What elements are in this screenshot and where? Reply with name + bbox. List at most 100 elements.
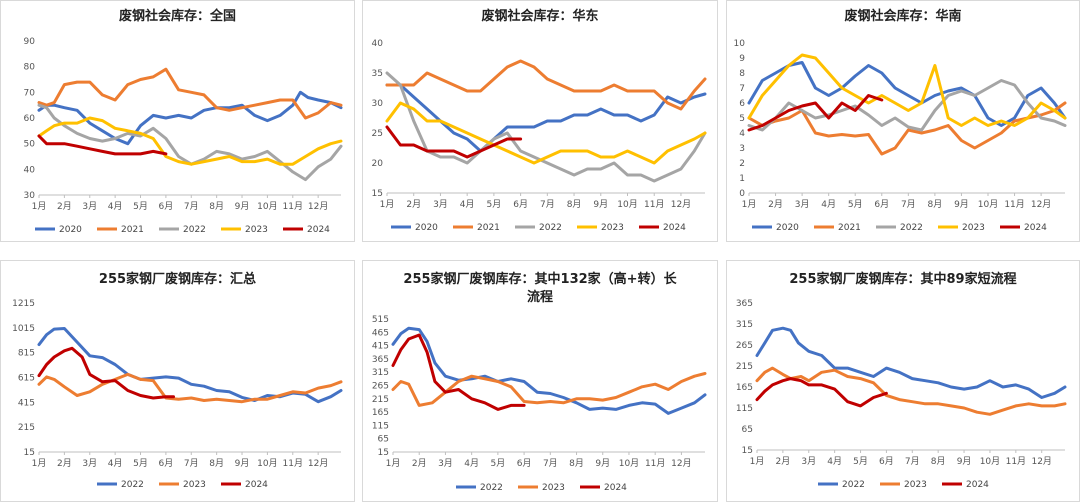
y-tick-label: 515: [372, 315, 389, 325]
y-tick-label: 90: [24, 37, 36, 47]
x-tick-label: 6月: [159, 458, 174, 469]
series-line-2024: [385, 125, 523, 159]
legend-label-2021: 2021: [838, 223, 861, 233]
y-tick-label: 30: [24, 191, 36, 201]
y-tick-label: 8: [739, 69, 745, 79]
x-tick-label: 12月: [671, 458, 691, 469]
series-line-2021: [385, 59, 707, 111]
x-tick-label: 4月: [464, 458, 479, 469]
chart-panel-steel-mills-total: 255家钢厂废钢库存：汇总 15 215 415 615 815 1015 1215 1月 2月…: [0, 260, 355, 502]
x-tick-label: 10月: [980, 456, 1000, 467]
chart-panel-south-china: 废钢社会库存：华南 0 1 2 3 4 5 6 7 8 9 10 1月 2月 3月 4月 5月 6月 7月 8月 9月…: [726, 0, 1080, 242]
series-line-2023: [391, 372, 707, 407]
y-tick-label: 60: [24, 114, 36, 124]
y-tick-label: 415: [372, 342, 389, 352]
x-tick-label: 3月: [433, 199, 448, 210]
y-tick-label: 4: [739, 129, 745, 139]
y-tick-label: 2: [739, 159, 745, 169]
legend-label-2023: 2023: [245, 225, 268, 235]
x-tick-label: 3月: [795, 199, 810, 210]
y-tick-label: 365: [736, 299, 753, 309]
x-tick-label: 8月: [209, 458, 224, 469]
x-tick-label: 11月: [283, 458, 303, 469]
chart-svg: 0 1 2 3 4 5 6 7 8 9 10 1月 2月 3月 4月 5月 6月 7月 8月 9月 10月 11月 12月 2…: [734, 39, 1067, 233]
x-tick-label: 7月: [184, 201, 199, 212]
x-tick-label: 8月: [567, 199, 582, 210]
series-line-2022: [747, 79, 1067, 132]
series-line-2021: [37, 67, 343, 120]
x-tick-label: 2月: [406, 199, 421, 210]
x-tick-label: 11月: [644, 199, 664, 210]
y-tick-label: 115: [736, 404, 753, 414]
legend-label-2020: 2020: [415, 223, 438, 233]
y-tick-label: 615: [18, 374, 35, 384]
x-tick-label: 8月: [209, 201, 224, 212]
x-tick-label: 8月: [928, 199, 943, 210]
legend-label-2024: 2024: [245, 480, 268, 490]
series-line-2022: [755, 326, 1067, 399]
y-tick-label: 50: [24, 140, 36, 150]
y-tick-label: 115: [372, 421, 389, 431]
y-tick-label: 315: [736, 320, 753, 330]
x-tick-label: 5月: [491, 458, 506, 469]
x-tick-label: 1月: [742, 199, 757, 210]
y-tick-label: 215: [736, 362, 753, 372]
legend-label-2023: 2023: [601, 223, 624, 233]
legend-label-2022: 2022: [842, 480, 865, 490]
x-tick-label: 4月: [108, 201, 123, 212]
y-tick-label: 465: [372, 328, 389, 338]
y-tick-label: 0: [739, 189, 745, 199]
chart-svg: 15 65 115 165 215 265 315 365 415 465 515 1月 2月 3月 4月 5…: [372, 315, 707, 493]
y-tick-label: 30: [372, 99, 384, 109]
series-line-2023: [747, 53, 1067, 127]
series-line-2024: [37, 134, 168, 156]
chart-panel-national: 废钢社会库存：全国 30 40 50 60 70 80 90 1月 2月 3月 4月 5月 6月 7月 8月…: [0, 0, 355, 242]
chart-svg: 15 20 25 30 35 40 1月 2月 3月 4月 5月 6月 7月 8月 9月 10月 11月 12月 2…: [372, 39, 707, 233]
chart-title: 废钢社会库存：华南: [844, 9, 962, 24]
x-tick-label: 12月: [308, 201, 328, 212]
chart-title: 255家钢厂废钢库存：其中89家短流程: [789, 272, 1017, 287]
x-tick-label: 5月: [133, 458, 148, 469]
x-tick-label: 3月: [438, 458, 453, 469]
legend-label-2023: 2023: [542, 483, 565, 493]
y-tick-label: 15: [378, 448, 389, 458]
y-tick-label: 35: [372, 69, 383, 79]
x-tick-label: 9月: [235, 201, 250, 212]
x-tick-label: 2月: [768, 199, 783, 210]
legend-label-2022: 2022: [480, 483, 503, 493]
y-tick-label: 265: [736, 341, 753, 351]
x-tick-label: 2月: [57, 201, 72, 212]
y-tick-label: 20: [372, 159, 384, 169]
x-tick-label: 9月: [235, 458, 250, 469]
x-tick-label: 10月: [257, 458, 277, 469]
series-line-2023: [37, 116, 343, 166]
y-tick-label: 80: [24, 63, 36, 73]
y-tick-label: 1015: [12, 324, 35, 334]
y-tick-label: 1: [739, 174, 745, 184]
y-tick-label: 215: [18, 423, 35, 433]
y-tick-label: 315: [372, 368, 389, 378]
x-tick-label: 6月: [879, 456, 894, 467]
series-line-2024: [37, 346, 175, 400]
y-tick-label: 265: [372, 382, 389, 392]
x-tick-label: 10月: [978, 199, 998, 210]
y-tick-label: 165: [736, 383, 753, 393]
y-tick-label: 6: [739, 99, 745, 109]
x-tick-label: 2月: [57, 458, 72, 469]
x-tick-label: 4月: [821, 199, 836, 210]
x-tick-label: 4月: [827, 456, 842, 467]
legend-label-2023: 2023: [183, 480, 206, 490]
x-tick-label: 5月: [487, 199, 502, 210]
series-line-2022: [391, 326, 707, 415]
legend-label-2022: 2022: [183, 225, 206, 235]
x-tick-label: 5月: [133, 201, 148, 212]
x-tick-label: 7月: [905, 456, 920, 467]
x-tick-label: 1月: [380, 199, 395, 210]
x-tick-label: 10月: [619, 458, 639, 469]
x-tick-label: 6月: [874, 199, 889, 210]
x-tick-label: 3月: [801, 456, 816, 467]
x-tick-label: 12月: [308, 458, 328, 469]
x-tick-label: 7月: [543, 458, 558, 469]
x-tick-label: 8月: [569, 458, 584, 469]
legend-label-2022: 2022: [121, 480, 144, 490]
